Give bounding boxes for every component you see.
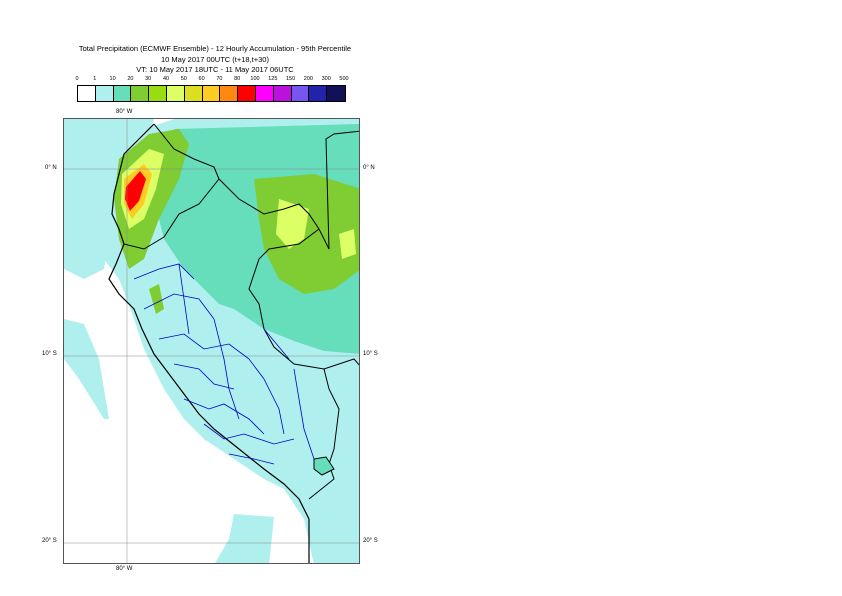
legend-tick-label: 40 <box>162 76 170 82</box>
legend-swatch <box>238 86 256 101</box>
andes-green-streak <box>149 284 164 314</box>
border-peru-bolivia <box>308 368 340 500</box>
lon-label-bottom: 80° W <box>116 566 133 572</box>
coastline <box>108 123 310 563</box>
legend-tick-label: 300 <box>321 76 331 82</box>
border-ecuador-colombia <box>153 123 220 180</box>
legend-color-bar <box>77 85 346 102</box>
legend-swatch <box>131 86 150 101</box>
legend-swatch <box>184 86 203 101</box>
lat-label-0-right: 0° N <box>363 165 375 171</box>
title-line-3: VT: 10 May 2017 18UTC - 11 May 2017 06UT… <box>136 65 294 74</box>
legend-swatch <box>166 86 185 101</box>
border-peru-brazil <box>248 228 359 370</box>
legend-swatch <box>291 86 310 101</box>
map-svg <box>64 119 359 563</box>
legend-tick-label: 10 <box>109 76 116 82</box>
precipitation-map <box>63 118 360 564</box>
legend-tick-label: 100 <box>250 76 260 82</box>
ecuador-red <box>125 171 146 211</box>
legend-swatch <box>149 86 167 101</box>
sea-precip-patch-south <box>215 514 274 563</box>
legend-tick-label: 70 <box>216 76 223 82</box>
lon-label-top: 80° W <box>116 109 133 115</box>
legend-swatch <box>327 86 345 101</box>
amazon-precip-yellow <box>276 199 309 249</box>
legend-tick-label: 20 <box>127 76 134 82</box>
legend-swatch <box>220 86 239 101</box>
lat-label-0-left: 0° N <box>45 165 57 171</box>
lat-label-20-left: 20° S <box>42 538 57 544</box>
title-line-1: Total Precipitation (ECMWF Ensemble) - 1… <box>78 44 352 53</box>
lat-label-10-right: 10° S <box>363 351 378 357</box>
legend-tick-label: 0 <box>75 76 79 82</box>
legend-swatch <box>78 86 96 101</box>
legend-tick-label: 80 <box>234 76 241 82</box>
lake-titicaca <box>313 456 335 476</box>
legend-swatch <box>202 86 221 101</box>
legend-swatch <box>273 86 292 101</box>
sea-precip-patch-west <box>64 319 109 419</box>
title-line-2: 10 May 2017 00UTC (t+18,t+30) <box>161 55 269 64</box>
legend-tick-label: 125 <box>268 76 278 82</box>
legend-tick-label: 60 <box>198 76 205 82</box>
legend-tick-label: 150 <box>286 76 296 82</box>
legend-swatch <box>113 86 132 101</box>
legend-swatch <box>255 86 274 101</box>
legend-tick-label: 1 <box>93 76 97 82</box>
border-ecuador-peru <box>123 178 220 250</box>
regional-borders <box>133 263 315 465</box>
legend-tick-label: 200 <box>303 76 313 82</box>
lat-label-10-left: 10° S <box>42 351 57 357</box>
lat-label-20-right: 20° S <box>363 538 378 544</box>
legend-tick-label: 50 <box>180 76 187 82</box>
legend-swatch <box>95 86 114 101</box>
border-peru-colombia <box>218 130 359 250</box>
legend-tick-label: 30 <box>145 76 152 82</box>
legend-swatch <box>309 86 328 101</box>
amazon-precip-yellow-2 <box>339 229 356 259</box>
legend-tick-label: 500 <box>339 76 349 82</box>
